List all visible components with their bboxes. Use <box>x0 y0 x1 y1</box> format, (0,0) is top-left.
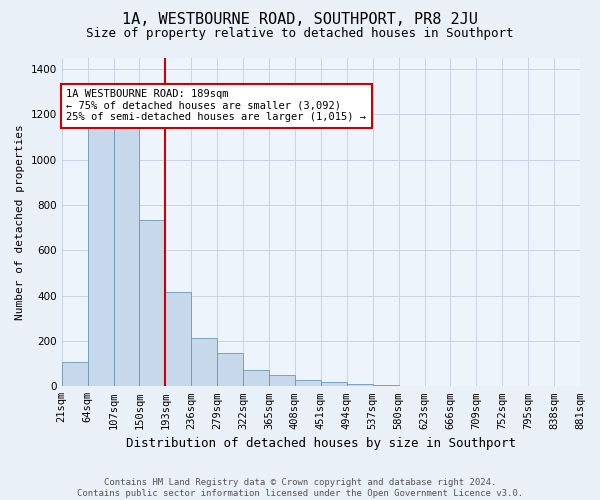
Bar <box>62 362 88 386</box>
Bar <box>166 292 191 386</box>
Y-axis label: Number of detached properties: Number of detached properties <box>15 124 25 320</box>
Bar <box>88 126 113 386</box>
Text: 1A, WESTBOURNE ROAD, SOUTHPORT, PR8 2JU: 1A, WESTBOURNE ROAD, SOUTHPORT, PR8 2JU <box>122 12 478 28</box>
Bar <box>191 338 217 386</box>
Text: Size of property relative to detached houses in Southport: Size of property relative to detached ho… <box>86 28 514 40</box>
Text: 1A WESTBOURNE ROAD: 189sqm
← 75% of detached houses are smaller (3,092)
25% of s: 1A WESTBOURNE ROAD: 189sqm ← 75% of deta… <box>67 89 367 122</box>
Bar <box>321 382 347 386</box>
Text: Contains HM Land Registry data © Crown copyright and database right 2024.
Contai: Contains HM Land Registry data © Crown c… <box>77 478 523 498</box>
Bar <box>217 352 243 386</box>
Bar <box>243 370 269 386</box>
Bar <box>113 126 139 386</box>
Bar <box>295 380 321 386</box>
Bar <box>269 376 295 386</box>
Bar <box>139 220 166 386</box>
Bar <box>373 385 398 386</box>
Bar <box>347 384 373 386</box>
X-axis label: Distribution of detached houses by size in Southport: Distribution of detached houses by size … <box>126 437 516 450</box>
